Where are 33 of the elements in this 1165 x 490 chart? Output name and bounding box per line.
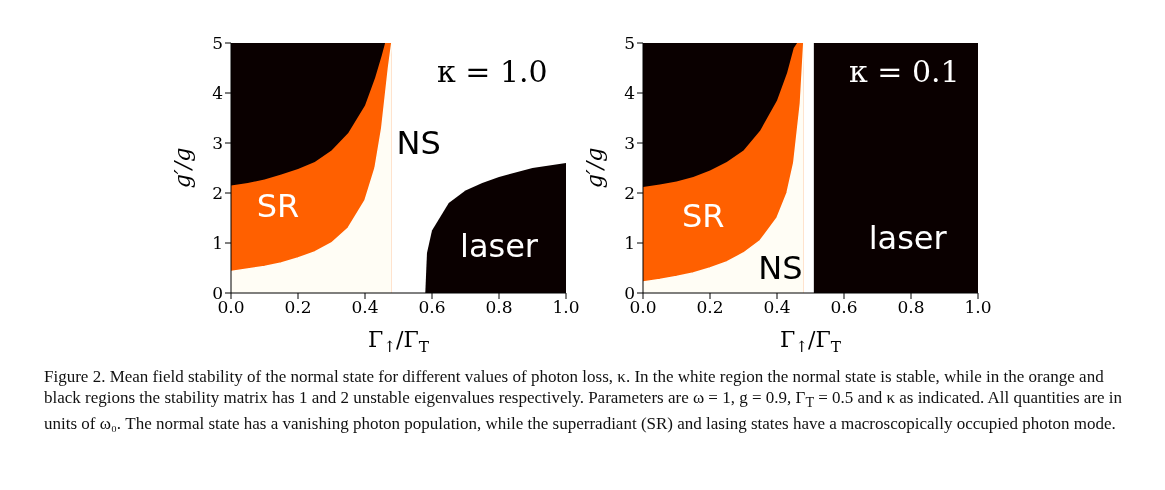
annotation: SR [682, 196, 725, 235]
x-tick-label: 0.8 [485, 297, 513, 318]
x-axis-title: Γ$_{↑}$/Γ$_{T}$ [367, 327, 430, 356]
annotation: κ = 0.1 [848, 53, 960, 88]
y-tick-label: 5 [212, 33, 223, 54]
x-tick-label: 0.6 [418, 297, 446, 318]
x-tick-label: 0.4 [763, 297, 791, 318]
annotation: SR [256, 186, 300, 225]
annotation: κ = 1.0 [436, 53, 548, 88]
y-tick-label: 1 [212, 233, 223, 254]
x-axis-title: Γ$_{↑}$/Γ$_{T}$ [779, 327, 842, 356]
caption: Figure 2. Mean field stability of the normal state for different values of photon loss, κ. In the white region the normal state is stable, while in the orange and black regions the stability matrix has 1 and 2 unstable eigenvalues respectively. Parameters are ω = 1, g = 0.9, Γ$_{T}$ = 0.5 and κ as indicated. All quantities are in units of ω₀. The normal state has a vanishing photon population, while the superradiant (SR) and lasing states have a macroscopically occupied photon mode. [44, 366, 1124, 435]
annotation: NS [396, 124, 441, 162]
y-tick-label: 5 [624, 33, 635, 54]
y-tick-label: 3 [624, 133, 635, 154]
annotation: laser [868, 219, 948, 257]
x-tick-label: 1.0 [552, 297, 580, 318]
x-tick-label: 0.2 [696, 297, 724, 318]
y-tick-label: 4 [212, 83, 223, 104]
x-tick-label: 0.6 [830, 297, 858, 318]
annotation: NS [758, 249, 803, 287]
y-tick-label: 2 [212, 183, 223, 204]
y-axis-title: g′/g [582, 147, 607, 189]
x-tick-label: 0.2 [284, 297, 312, 318]
annotation: laser [459, 226, 539, 265]
y-tick-label: 2 [624, 183, 635, 204]
x-tick-label: 0.4 [351, 297, 379, 318]
y-axis-title: g′/g [170, 147, 195, 189]
x-tick-label: 1.0 [964, 297, 992, 318]
y-tick-label: 4 [624, 83, 635, 104]
y-tick-label: 1 [624, 233, 635, 254]
x-tick-label: 0.8 [897, 297, 925, 318]
y-tick-label: 3 [212, 133, 223, 154]
